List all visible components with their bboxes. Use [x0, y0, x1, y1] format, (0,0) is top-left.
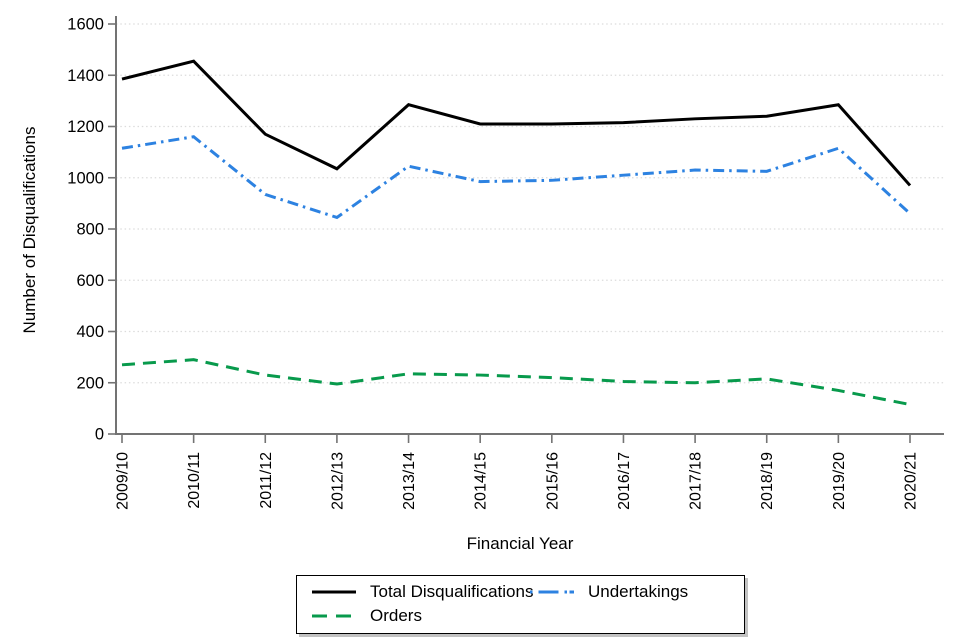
undertakings-line-sample-icon	[530, 590, 574, 594]
y-axis-title: Number of Disqualifications	[20, 126, 39, 334]
legend-label-undertakings: Undertakings	[588, 582, 689, 601]
x-tick-label: 2009/10	[115, 452, 132, 510]
total-line-sample-icon	[312, 590, 356, 594]
y-tick-label: 1400	[67, 67, 104, 85]
legend-entry-orders: Orders	[311, 606, 529, 626]
series-line-undertakings	[121, 135, 912, 220]
legend-label-total: Total Disqualifications	[370, 582, 534, 601]
x-tick-label: 2012/13	[329, 452, 346, 510]
legend-label-orders: Orders	[370, 606, 422, 625]
x-tick-label: 2014/15	[473, 452, 490, 510]
y-tick-label: 400	[76, 323, 104, 341]
y-tick-label: 1000	[67, 169, 104, 187]
orders-line-sample-icon	[312, 614, 356, 618]
legend-entry-total: Total Disqualifications	[311, 582, 533, 602]
x-tick-label: 2019/20	[831, 452, 848, 510]
series-line-orders	[121, 358, 911, 407]
y-tick-label: 600	[76, 272, 104, 290]
x-tick-label: 2016/17	[616, 452, 633, 510]
y-tick-label: 800	[76, 221, 104, 239]
x-tick-label: 2011/12	[258, 452, 275, 509]
x-tick-label: 2018/19	[759, 452, 776, 510]
series-line-total-disqualifications	[121, 59, 912, 187]
legend-entry-undertakings: Undertakings	[529, 582, 744, 602]
x-axis-title: Financial Year	[466, 534, 574, 553]
legend: Total Disqualifications Undertakings Ord…	[296, 575, 745, 634]
x-tick-label: 2013/14	[401, 452, 418, 510]
x-tick-label: 2017/18	[688, 452, 705, 510]
y-tick-label: 1600	[67, 16, 104, 34]
x-tick-label: 2015/16	[544, 452, 561, 510]
y-tick-label: 1200	[67, 118, 104, 136]
y-tick-label: 0	[95, 426, 104, 444]
y-tick-label: 200	[76, 374, 104, 392]
x-tick-label: 2020/21	[903, 452, 920, 510]
x-tick-label: 2010/11	[186, 452, 203, 509]
